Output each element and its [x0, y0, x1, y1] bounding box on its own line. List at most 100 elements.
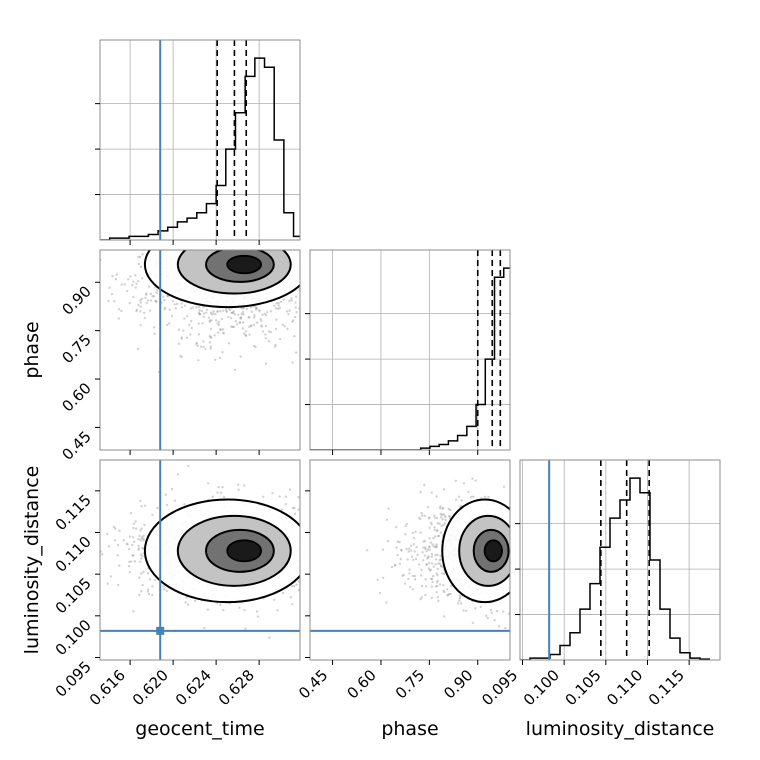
sample-point	[170, 314, 174, 318]
sample-point	[512, 541, 514, 543]
sample-point	[427, 517, 431, 520]
sample-point	[209, 347, 212, 350]
sample-point	[154, 299, 157, 303]
hist-geocent_time-bin-9	[187, 218, 197, 240]
sample-point	[409, 549, 413, 552]
sample-point	[293, 334, 296, 338]
sample-point	[533, 547, 535, 549]
sample-point	[421, 514, 424, 517]
sample-point	[514, 536, 516, 538]
sample-point	[339, 273, 341, 275]
sample-point	[232, 325, 235, 329]
sample-point	[160, 245, 162, 247]
sample-point	[168, 308, 171, 311]
sample-point	[316, 301, 318, 303]
sample-point	[214, 319, 218, 322]
hist-geocent_time-bin-8	[177, 222, 187, 240]
sample-point	[433, 535, 437, 538]
sample-point	[313, 322, 315, 324]
sample-point	[290, 297, 293, 300]
scatter-geocent_time-luminosity_distance-ytick-label-1: 0.100	[52, 616, 95, 659]
sample-point	[138, 576, 141, 579]
xlabel-geocent_time: geocent_time	[135, 718, 264, 740]
sample-point	[276, 609, 279, 612]
sample-point	[140, 557, 143, 560]
sample-point	[429, 541, 433, 544]
sample-point	[512, 529, 514, 531]
sample-point	[297, 496, 300, 499]
sample-point	[85, 458, 87, 460]
sample-point	[117, 308, 121, 311]
sample-point	[197, 322, 201, 325]
sample-point	[443, 522, 447, 525]
sample-point	[140, 590, 143, 593]
sample-point	[237, 313, 240, 317]
sample-point	[155, 291, 158, 295]
sample-point	[203, 626, 206, 630]
sample-point	[295, 311, 298, 314]
sample-point	[148, 309, 152, 312]
sample-point	[253, 344, 256, 348]
sample-point	[438, 506, 442, 510]
scatter-phase-luminosity_distance-xtick-label-2: 0.75	[392, 666, 428, 702]
sample-point	[281, 591, 285, 595]
sample-point	[454, 479, 458, 483]
sample-point	[139, 529, 142, 532]
sample-point	[430, 555, 433, 558]
sample-point	[246, 247, 248, 249]
sample-point	[141, 277, 144, 280]
sample-point	[427, 555, 430, 558]
sample-point	[128, 560, 131, 564]
sample-point	[155, 300, 158, 303]
hist-geocent_time	[95, 39, 301, 245]
sample-point	[221, 485, 224, 489]
sample-point	[398, 540, 401, 544]
sample-point	[441, 517, 445, 521]
sample-point	[201, 322, 204, 325]
sample-point	[128, 302, 131, 305]
sample-point	[132, 526, 135, 530]
sample-point	[209, 345, 212, 348]
sample-point	[449, 592, 452, 596]
sample-point	[497, 625, 501, 628]
sample-point	[222, 332, 226, 335]
sample-point	[326, 561, 328, 563]
scatter-phase-luminosity_distance-frame	[309, 459, 511, 661]
sample-point	[442, 512, 445, 516]
sample-point	[439, 564, 443, 567]
sample-point	[137, 303, 140, 307]
sample-point	[479, 605, 482, 609]
sample-point	[95, 587, 97, 589]
sample-point	[222, 608, 225, 612]
sample-point	[242, 321, 245, 324]
sample-point	[140, 537, 143, 540]
scatter-geocent_time-luminosity_distance-plot-area	[85, 458, 328, 660]
sample-point	[432, 536, 435, 540]
sample-point	[294, 295, 298, 298]
sample-point	[156, 289, 159, 292]
scatter-geocent_time-phase: 0.45 0.60 0.75 0.90	[58, 245, 341, 464]
sample-point	[137, 547, 141, 550]
sample-point	[222, 309, 225, 312]
sample-point	[458, 597, 461, 600]
sample-point	[129, 560, 133, 563]
sample-point	[183, 503, 186, 506]
sample-point	[198, 309, 201, 312]
sample-point	[325, 279, 327, 281]
sample-point	[302, 282, 304, 284]
sample-point	[88, 515, 90, 517]
sample-point	[284, 495, 288, 498]
sample-point	[134, 520, 137, 523]
sample-point	[444, 518, 447, 522]
sample-point	[304, 558, 306, 560]
ylabel-luminosity_distance: luminosity_distance	[21, 466, 43, 655]
sample-point	[225, 309, 228, 313]
sample-point	[229, 316, 233, 320]
sample-point	[256, 615, 260, 618]
sample-point	[150, 299, 153, 302]
sample-point	[170, 487, 174, 491]
sample-point	[139, 553, 143, 556]
sample-point	[385, 518, 389, 522]
sample-point	[141, 546, 144, 550]
sample-point	[512, 592, 514, 594]
